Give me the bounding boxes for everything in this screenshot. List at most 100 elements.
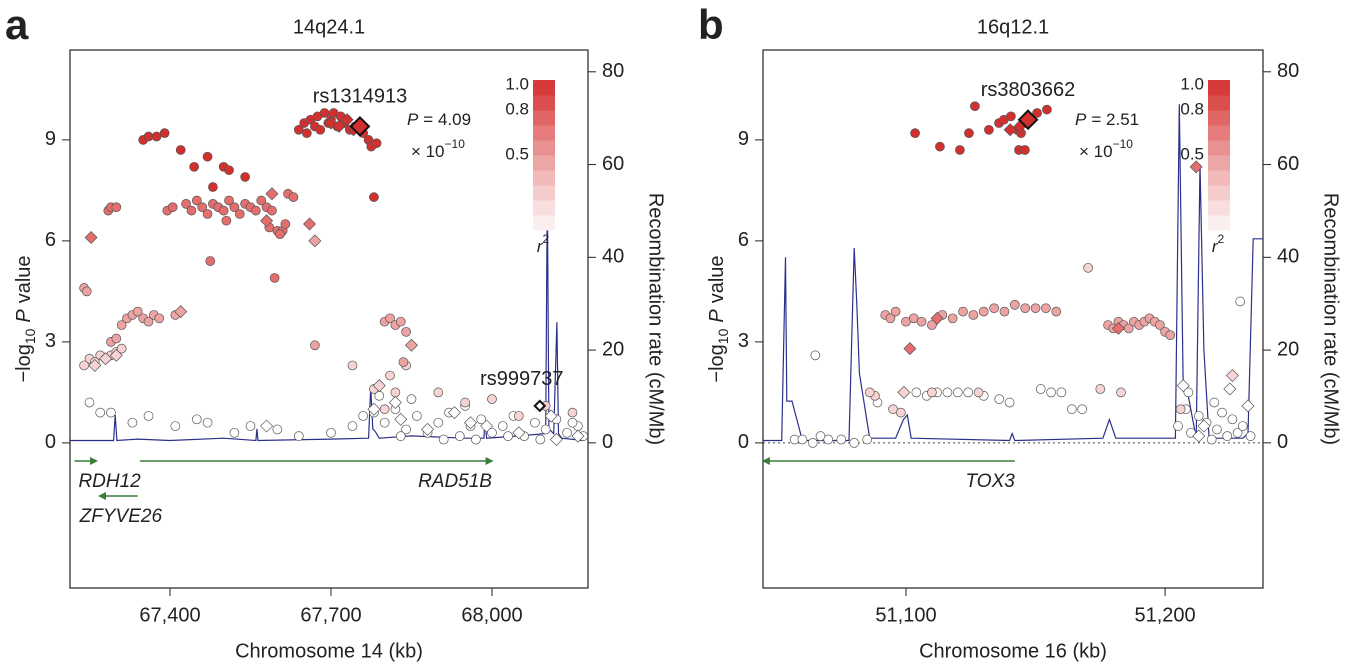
lead-snp-label: rs999737 xyxy=(480,368,563,390)
snp-point xyxy=(497,421,508,431)
snp-point xyxy=(567,417,578,428)
snp-point xyxy=(1235,296,1246,307)
snp-point xyxy=(862,434,872,445)
snp-point xyxy=(269,273,280,283)
snp-point xyxy=(989,303,999,314)
snp-point xyxy=(973,387,984,398)
snp-point xyxy=(191,414,202,425)
snp-point xyxy=(916,316,927,327)
snp-point xyxy=(927,320,937,330)
y2-tick-label: 60 xyxy=(602,153,624,175)
snp-point xyxy=(310,340,320,351)
snp-point xyxy=(438,434,449,445)
snp-point xyxy=(984,124,994,135)
snp-diamond xyxy=(340,113,354,127)
p-annotation: P = 4.09 xyxy=(407,110,471,129)
colorbar-swatch xyxy=(1208,125,1230,141)
y-tick-label: 9 xyxy=(738,128,749,150)
snp-point xyxy=(1041,303,1051,314)
y2-tick-label: 40 xyxy=(602,246,624,268)
colorbar-swatch xyxy=(533,170,555,186)
y-tick-label: 9 xyxy=(45,128,56,150)
snp-point xyxy=(79,360,89,371)
y2-tick-label: 40 xyxy=(1277,246,1299,268)
snp-diamond xyxy=(265,187,279,201)
snp-point xyxy=(111,202,122,213)
snp-diamond xyxy=(332,119,346,133)
snp-point xyxy=(84,397,95,408)
snp-point xyxy=(167,202,178,213)
snp-point xyxy=(202,151,213,162)
snp-point xyxy=(454,431,465,442)
snp-diamond xyxy=(88,358,102,372)
snp-point xyxy=(964,128,974,139)
colorbar-swatch xyxy=(1208,155,1230,171)
y2-tick-label: 60 xyxy=(1277,153,1299,175)
snp-point xyxy=(202,417,213,428)
snp-point xyxy=(1209,397,1220,408)
snp-point xyxy=(358,411,369,421)
snp-point xyxy=(170,421,181,431)
snp-point xyxy=(1009,300,1020,310)
y-axis-label-part: P xyxy=(13,309,35,323)
y-axis-label-sub: 10 xyxy=(715,328,731,344)
snp-point xyxy=(567,407,578,418)
snp-point xyxy=(111,333,122,344)
snp-point xyxy=(1165,330,1176,341)
recombination-line xyxy=(70,187,584,442)
snp-diamond xyxy=(372,379,386,393)
x-tick-label: 67,700 xyxy=(300,604,361,626)
snp-point xyxy=(955,145,965,155)
snp-point xyxy=(968,310,979,320)
snp-point xyxy=(208,182,218,192)
snp-point xyxy=(221,215,232,226)
snp-point xyxy=(251,205,261,216)
y2-axis-label: Recombination rate (cM/Mb) xyxy=(645,193,667,445)
y-axis-label-part: value xyxy=(706,255,728,303)
colorbar-swatch xyxy=(533,80,555,96)
snp-point xyxy=(1051,306,1062,317)
snp-point xyxy=(347,360,358,371)
snp-point xyxy=(267,205,277,216)
snp-point xyxy=(1095,384,1106,394)
snp-point xyxy=(369,192,379,202)
colorbar-swatch xyxy=(1208,200,1230,216)
colorbar-swatch xyxy=(533,140,555,156)
snp-point xyxy=(186,205,197,216)
snp-point xyxy=(143,411,154,421)
snp-point xyxy=(836,434,847,445)
snp-point xyxy=(535,434,546,445)
snp-point xyxy=(218,205,229,216)
y2-tick-label: 20 xyxy=(1277,338,1299,360)
snp-point xyxy=(132,306,143,317)
snp-diamond xyxy=(308,234,322,248)
y-axis-label-part: value xyxy=(13,255,35,303)
snp-point xyxy=(970,101,980,112)
snp-diamond xyxy=(1003,123,1017,137)
snp-point xyxy=(224,165,234,176)
colorbar-title-sup: 2 xyxy=(542,232,549,246)
lead-snp xyxy=(1017,109,1039,131)
snp-diamond xyxy=(1111,321,1125,335)
snp-point xyxy=(823,434,834,445)
p-symbol: P xyxy=(407,110,419,129)
colorbar-swatch xyxy=(533,185,555,201)
snp-diamond xyxy=(260,419,274,433)
snp-point xyxy=(395,316,406,327)
snp-point xyxy=(143,131,154,142)
snp-point xyxy=(513,411,524,421)
colorbar-swatch xyxy=(1208,185,1230,201)
snp-point xyxy=(385,370,395,381)
snp-diamond xyxy=(512,426,526,440)
snp-point xyxy=(1035,384,1046,394)
y-tick-label: 0 xyxy=(738,431,749,453)
colorbar-label: 1.0 xyxy=(1180,74,1204,93)
snp-point xyxy=(326,427,336,438)
snp-point xyxy=(927,387,937,398)
snp-diamond xyxy=(404,338,418,352)
p-annotation: × 10−10 xyxy=(1079,137,1133,161)
x-tick-label: 51,100 xyxy=(875,604,936,626)
snp-point xyxy=(205,256,216,266)
snp-point xyxy=(487,427,497,438)
snp-point xyxy=(390,387,401,398)
